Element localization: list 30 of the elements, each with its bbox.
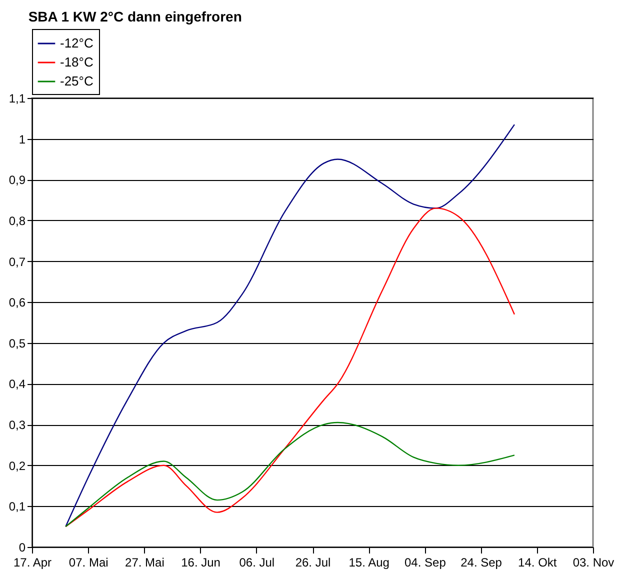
chart-title: SBA 1 KW 2°C dann eingefroren: [28, 8, 242, 24]
x-tick-label: 16. Jun: [181, 556, 220, 570]
x-tick-label: 04. Sep: [404, 556, 446, 570]
x-tick-label: 15. Aug: [348, 556, 390, 570]
y-tick-label: 0,9: [8, 173, 26, 188]
y-tick-label: 0,2: [8, 458, 26, 473]
x-tick-label: 24. Sep: [460, 556, 502, 570]
y-tick-label: 0: [18, 540, 26, 554]
x-tick-label: 26. Jul: [295, 556, 331, 570]
x-tick-label: 06. Jul: [239, 556, 275, 570]
x-tick-label: 17. Apr: [13, 556, 52, 570]
y-tick-label: 1: [18, 132, 26, 146]
y-tick-label: 0,7: [8, 254, 26, 269]
line-series: [65, 422, 516, 528]
x-tick-label: 14. Okt: [518, 556, 558, 570]
line-series: [65, 124, 516, 528]
x-tick-label: 27. Mai: [125, 556, 164, 570]
y-tick-label: 0,1: [8, 500, 26, 514]
legend-label: -18°C: [60, 54, 94, 70]
y-tick-label: 0,4: [8, 377, 26, 392]
x-tick-label: 07. Mai: [68, 556, 108, 570]
y-tick-label: 0,8: [8, 214, 26, 228]
legend-label: -12°C: [60, 36, 94, 50]
legend-label: -25°C: [60, 74, 94, 88]
y-tick-label: 0,5: [8, 336, 26, 350]
line-series: [65, 208, 516, 528]
x-tick-label: 03. Nov: [572, 556, 614, 570]
y-tick-label: 1,1: [8, 92, 26, 106]
y-tick-label: 0,3: [8, 418, 26, 432]
y-tick-label: 0,6: [8, 296, 26, 310]
